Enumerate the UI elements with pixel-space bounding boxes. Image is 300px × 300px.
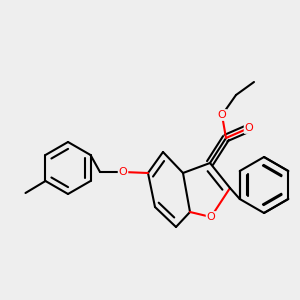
Text: O: O <box>218 110 226 120</box>
Text: O: O <box>118 167 127 177</box>
Text: O: O <box>244 123 253 133</box>
Text: O: O <box>207 212 215 222</box>
